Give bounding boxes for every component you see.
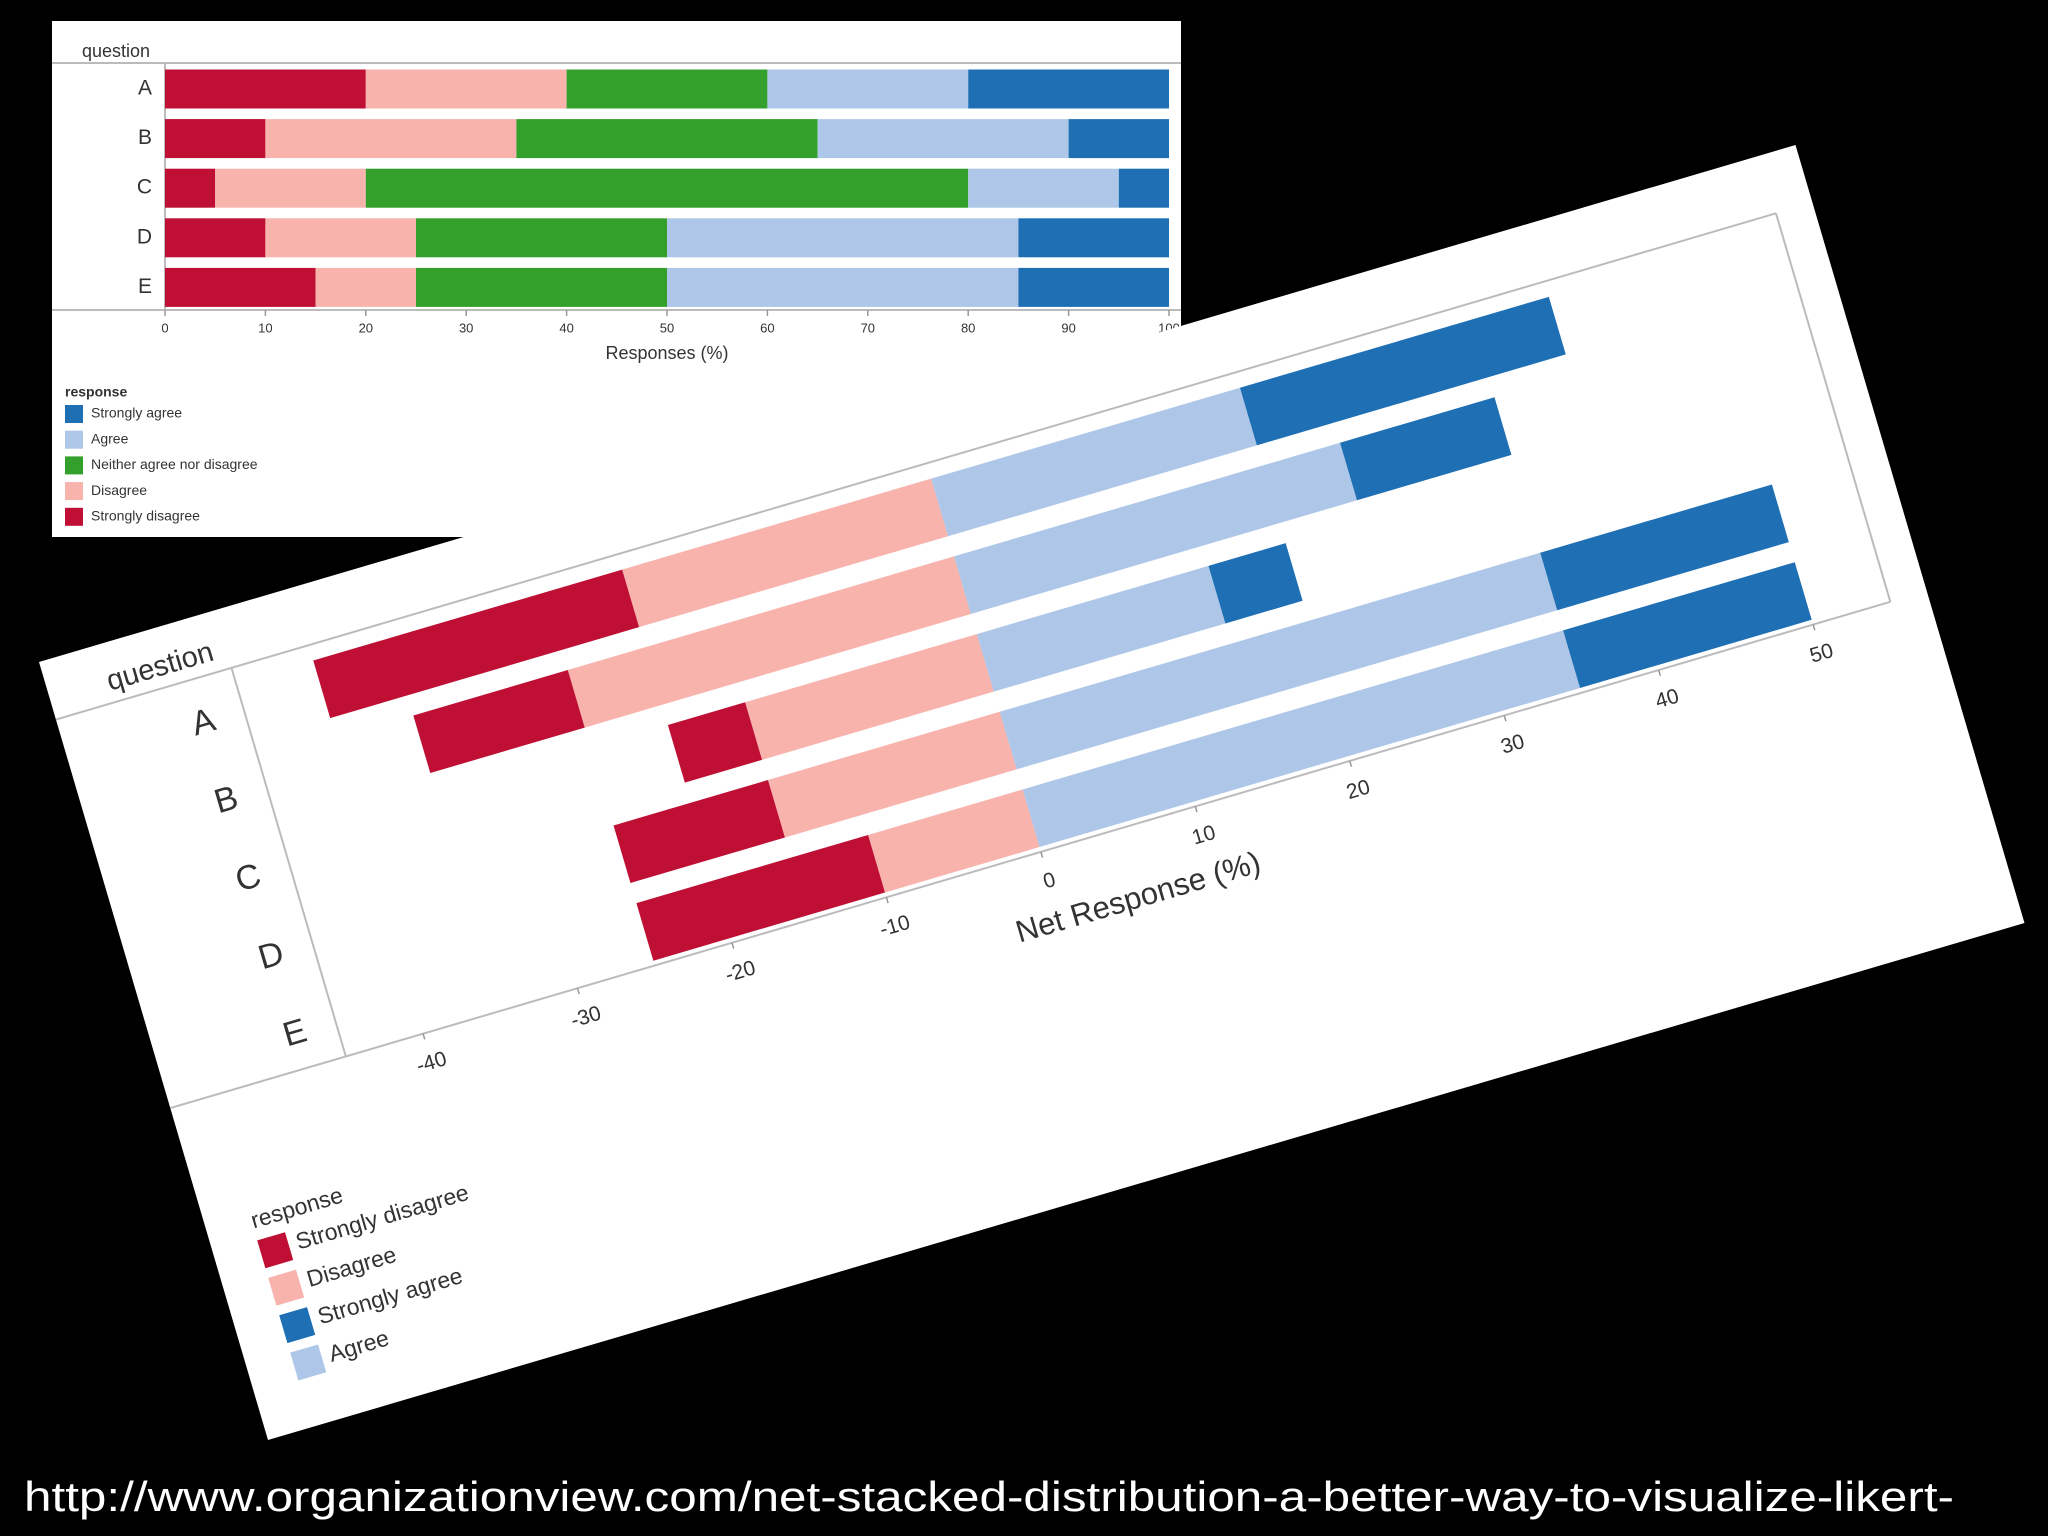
caption: http://www.organizationview.com/net-stac… [24, 1473, 1954, 1520]
bar-segment [999, 552, 1558, 770]
y-tick-label: A [138, 77, 152, 100]
x-tick [1503, 715, 1507, 722]
legend-label: Agree [91, 430, 129, 446]
bar-segment [566, 69, 768, 109]
legend-swatch [65, 405, 83, 423]
bar-segment [968, 168, 1119, 208]
legend-label: Disagree [91, 482, 147, 498]
bar-segment [667, 267, 1019, 307]
x-tick [422, 1033, 426, 1040]
bar-segment [622, 478, 948, 628]
bar-segment [745, 634, 994, 760]
bar-segment [931, 387, 1257, 537]
x-tick [1040, 851, 1044, 858]
x-tick [1812, 624, 1816, 631]
legend-swatch [65, 482, 83, 501]
bar-segment [1208, 543, 1303, 624]
bar-segment [968, 69, 1169, 109]
legend-swatch [268, 1269, 305, 1306]
y-axis-title: question [82, 41, 150, 61]
bar-segment [1540, 484, 1789, 611]
stacked-chart: question Responses (%) 0 10 20 30 40 50 60 70 80 90… [52, 21, 1181, 537]
x-tick [1349, 760, 1353, 767]
x-tick-label: 20 [359, 320, 373, 335]
bar-segment [416, 267, 667, 307]
x-tick [885, 897, 889, 904]
bar-segment [313, 569, 640, 719]
bar-segment [165, 218, 266, 258]
bar-segment [767, 69, 969, 109]
x-tick [1657, 669, 1662, 676]
bar-segment [1018, 218, 1169, 258]
legend-swatch [65, 430, 83, 449]
bar-segment [265, 119, 517, 159]
bar-segment [817, 119, 1069, 159]
bar-segment [165, 267, 316, 307]
x-tick-label: 0 [161, 320, 168, 335]
frame-line [55, 212, 1777, 721]
bar-segment [667, 218, 1019, 258]
bar-segment [365, 168, 969, 208]
x-tick-label: 60 [760, 320, 774, 335]
bar-segment [165, 168, 216, 208]
x-tick-label: 40 [559, 320, 573, 335]
x-tick-label: 10 [258, 320, 272, 335]
bar-segment [976, 565, 1226, 692]
x-tick [731, 942, 735, 949]
y-tick-label: C [137, 176, 152, 199]
legend-label: Strongly disagree [91, 508, 200, 524]
bar-segment [315, 267, 416, 307]
bar-segment [667, 702, 763, 783]
legend-label: Neither agree nor disagree [91, 456, 258, 472]
bar-segment [265, 218, 416, 258]
bar-segment [1239, 296, 1566, 446]
y-axis-line [230, 667, 347, 1057]
legend-swatch [290, 1344, 327, 1381]
bar-segment [365, 69, 567, 109]
frame-line [1775, 213, 1892, 603]
bar-segment [165, 119, 266, 159]
bar-segment [416, 218, 667, 258]
legend-swatch [65, 507, 83, 526]
bar-segment [1068, 119, 1169, 159]
legend-swatch [65, 456, 83, 475]
legend-label: Strongly agree [91, 405, 182, 421]
bar-segment [868, 789, 1040, 893]
legend-title: response [65, 384, 127, 400]
y-tick-label: B [138, 126, 152, 149]
bar-segment [1118, 168, 1169, 208]
y-tick-label: E [138, 275, 152, 298]
x-axis-title: Responses (%) [605, 343, 728, 363]
bar-segment [613, 779, 785, 883]
x-tick [1194, 806, 1198, 813]
bar-segment [567, 556, 971, 728]
bar-segment [516, 119, 818, 159]
y-tick-label: D [137, 225, 152, 248]
x-tick-label: 70 [861, 320, 875, 335]
x-tick-label: 90 [1061, 320, 1075, 335]
x-tick-label: 80 [961, 320, 975, 335]
bar-segment [953, 442, 1357, 614]
bar-segment [767, 711, 1017, 838]
bar-segment [1563, 562, 1812, 688]
x-axis-line [170, 600, 1891, 1110]
legend-swatch [257, 1232, 294, 1269]
bar-segment [1022, 630, 1581, 848]
bar-segment [636, 834, 886, 961]
legend-swatch [279, 1307, 316, 1344]
bar-segment [1340, 397, 1512, 501]
x-tick [576, 988, 580, 995]
bar-segment [413, 670, 585, 774]
x-tick-label: 30 [459, 320, 473, 335]
bar-segment [1018, 267, 1169, 307]
bar-segment [165, 69, 366, 109]
x-tick-label: 50 [660, 320, 674, 335]
bar-segment [215, 168, 366, 208]
